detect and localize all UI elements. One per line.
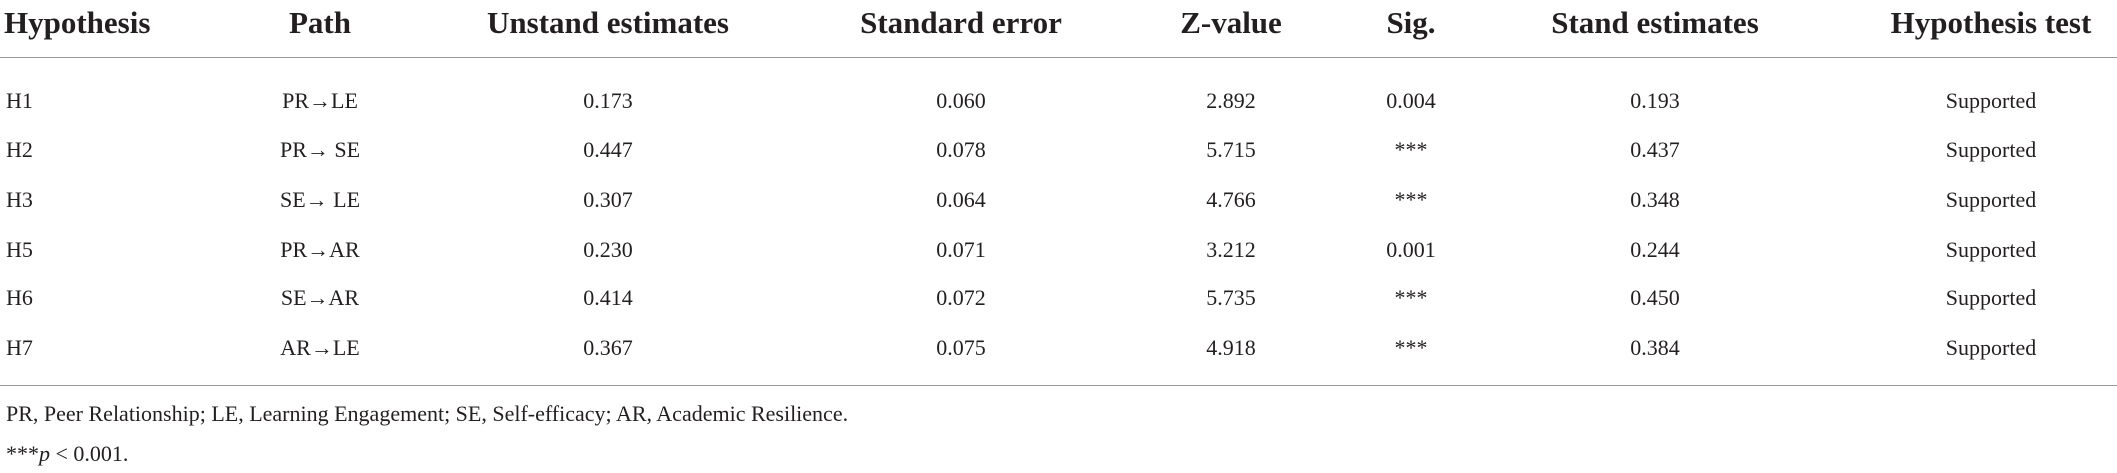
table-cell: H3 <box>6 187 33 212</box>
footnote: ***p < 0.001. <box>6 441 128 467</box>
table-cell: 5.735 <box>1206 285 1256 310</box>
column-header: Sig. <box>1386 5 1436 40</box>
table-cell: Supported <box>1945 187 2037 212</box>
table-cell: SE→ LE <box>279 187 361 212</box>
table-cell: 0.078 <box>936 137 986 162</box>
table-cell: PR→ SE <box>279 137 361 162</box>
table-cell: PR→AR <box>280 237 360 262</box>
table-cell: 0.367 <box>583 335 633 360</box>
table-cell: 2.892 <box>1206 88 1256 113</box>
table-cell: PR→LE <box>282 88 358 113</box>
table-cell: 0.384 <box>1630 335 1680 360</box>
table-cell: Supported <box>1945 88 2037 113</box>
footnote-rest: < 0.001. <box>50 441 129 466</box>
table-cell: *** <box>1394 285 1428 310</box>
footnote-prefix: *** <box>6 441 39 466</box>
table-cell: H2 <box>6 137 33 162</box>
table-cell: H6 <box>6 285 33 310</box>
column-header: Unstand estimates <box>487 5 729 40</box>
table-cell: Supported <box>1945 237 2037 262</box>
table-cell: 0.193 <box>1630 88 1680 113</box>
table-cell: 0.173 <box>583 88 633 113</box>
table-cell: SE→AR <box>280 285 360 310</box>
column-header: Path <box>289 5 351 40</box>
table-cell: 0.064 <box>936 187 986 212</box>
table-cell: *** <box>1394 335 1428 360</box>
table-cell: Supported <box>1945 285 2037 310</box>
table-cell: H5 <box>6 237 33 262</box>
table-cell: *** <box>1394 137 1428 162</box>
column-header: Hypothesis test <box>1890 5 2092 40</box>
table-cell: 3.212 <box>1206 237 1256 262</box>
table-cell: 0.001 <box>1386 237 1436 262</box>
table-cell: 0.060 <box>936 88 986 113</box>
table-cell: 0.447 <box>583 137 633 162</box>
table-cell: 4.918 <box>1206 335 1256 360</box>
column-header: Stand estimates <box>1551 5 1759 40</box>
table-cell: 0.244 <box>1630 237 1680 262</box>
table-cell: 0.450 <box>1630 285 1680 310</box>
table-cell: 0.075 <box>936 335 986 360</box>
header-rule <box>0 57 2117 58</box>
footnote-variable: p <box>39 441 50 466</box>
table-cell: 0.004 <box>1386 88 1436 113</box>
table-cell: H7 <box>6 335 33 360</box>
table-cell: Supported <box>1945 335 2037 360</box>
column-header: Standard error <box>860 5 1062 40</box>
table-cell: 0.348 <box>1630 187 1680 212</box>
table-cell: 0.230 <box>583 237 633 262</box>
footnote: PR, Peer Relationship; LE, Learning Enga… <box>6 401 849 426</box>
table-cell: H1 <box>6 88 33 113</box>
table-cell: 0.071 <box>936 237 986 262</box>
column-header: Z-value <box>1180 5 1282 40</box>
table-cell: 0.414 <box>583 285 633 310</box>
table-cell: 0.437 <box>1630 137 1680 162</box>
table-cell: 0.307 <box>583 187 633 212</box>
table-cell: Supported <box>1945 137 2037 162</box>
table-cell: AR→LE <box>280 335 360 360</box>
bottom-rule <box>0 385 2117 386</box>
table-cell: 0.072 <box>936 285 986 310</box>
table-cell: 5.715 <box>1206 137 1256 162</box>
table-cell: *** <box>1394 187 1428 212</box>
table-cell: 4.766 <box>1206 187 1256 212</box>
column-header: Hypothesis <box>4 5 151 40</box>
